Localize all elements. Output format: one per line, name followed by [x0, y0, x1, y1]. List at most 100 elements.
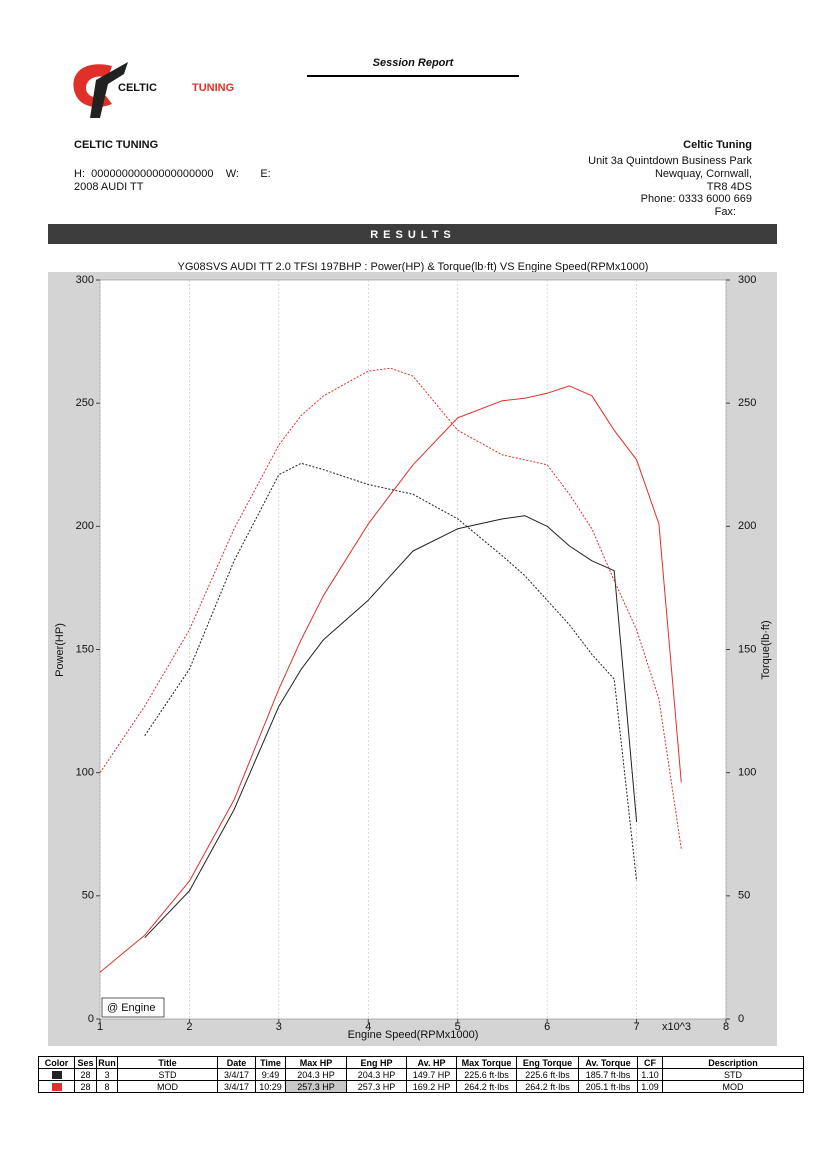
table-cell: 257.3 HP	[285, 1080, 347, 1093]
x-tick-label: 5	[455, 1021, 461, 1033]
table-cell: 8	[96, 1080, 118, 1093]
column-header: Color	[38, 1056, 75, 1069]
table-cell: 264.2 ft·lbs	[456, 1080, 517, 1093]
annotation: @ Engine	[107, 1002, 155, 1014]
y-tick-label: 100	[76, 767, 94, 779]
table-cell: 28	[74, 1080, 97, 1093]
column-header: Eng Torque	[516, 1056, 579, 1069]
x-tick-label: 7	[634, 1021, 640, 1033]
color-swatch	[51, 1071, 62, 1080]
logo-mark	[90, 62, 128, 118]
table-cell: 149.7 HP	[406, 1068, 457, 1081]
table-cell: 225.6 ft·lbs	[516, 1068, 579, 1081]
y-tick-label: 150	[76, 643, 94, 655]
y-tick-label: 300	[76, 274, 94, 286]
series-line	[144, 462, 638, 882]
column-header: Max HP	[285, 1056, 347, 1069]
x-tick-label: 6	[544, 1021, 550, 1033]
table-cell: 3	[96, 1068, 118, 1081]
logo-text: CELTIC	[118, 82, 157, 94]
x-tick-label: 3	[276, 1021, 282, 1033]
y-axis-label: Power(HP)	[54, 623, 66, 677]
color-swatch	[51, 1083, 62, 1092]
address-line: Fax:	[715, 206, 736, 218]
column-header: Title	[117, 1056, 218, 1069]
column-header: Av. Torque	[578, 1056, 638, 1069]
table-cell: 204.3 HP	[346, 1068, 407, 1081]
y-tick-label: 200	[76, 520, 94, 532]
y2-tick-label: 200	[738, 520, 756, 532]
table-cell: 205.1 ft·lbs	[578, 1080, 638, 1093]
table-cell: STD	[662, 1068, 804, 1081]
y2-tick-label: 100	[738, 767, 756, 779]
table-cell: 225.6 ft·lbs	[456, 1068, 517, 1081]
y2-tick-label: 150	[738, 643, 756, 655]
y2-tick-label: 0	[738, 1013, 744, 1025]
x-tick-label: 2	[186, 1021, 192, 1033]
vehicle: 2008 AUDI TT	[74, 181, 144, 193]
section-bar	[48, 224, 777, 244]
column-header: Ses	[74, 1056, 97, 1069]
column-header: Max Torque	[456, 1056, 517, 1069]
report-title: Session Report	[373, 57, 455, 69]
dealer: Celtic Tuning	[683, 139, 752, 151]
table-cell: 3/4/17	[217, 1068, 256, 1081]
column-header: Run	[96, 1056, 118, 1069]
column-header: CF	[637, 1056, 663, 1069]
x-tick-label: 8	[723, 1021, 729, 1033]
table-cell: 185.7 ft·lbs	[578, 1068, 638, 1081]
plot-area	[99, 279, 727, 1020]
column-header: Time	[255, 1056, 286, 1069]
table-cell: 28	[74, 1068, 97, 1081]
table-cell: 10:29	[255, 1080, 286, 1093]
y2-axis-label: Torque(lb·ft)	[760, 620, 772, 679]
table-cell: 1.10	[637, 1068, 663, 1081]
y2-tick-label: 50	[738, 890, 750, 902]
y-tick-label: 50	[82, 890, 94, 902]
column-header: Av. HP	[406, 1056, 457, 1069]
y-tick-label: 250	[76, 397, 94, 409]
annotation-box	[101, 997, 165, 1018]
y2-tick-label: 300	[738, 274, 756, 286]
color-cell	[38, 1068, 75, 1081]
section-title: RESULTS	[370, 229, 456, 241]
series-line	[99, 385, 682, 973]
table-cell: 204.3 HP	[285, 1068, 347, 1081]
table-cell: 1.09	[637, 1080, 663, 1093]
results-table: Color Ses Run Title Date Time Max HP Eng HP Av. …	[38, 1056, 804, 1093]
table-header: Color Ses Run Title Date Time Max HP Eng HP Av. …	[38, 1056, 804, 1069]
series-line	[144, 515, 638, 939]
report: CELTIC TUNING Session Report CELTIC TUNI…	[48, 57, 777, 1046]
customer-line: H: 00000000000000000000 W: E:	[74, 168, 271, 180]
column-header: Eng HP	[346, 1056, 407, 1069]
table-cell: 9:49	[255, 1068, 286, 1081]
series-line	[99, 367, 682, 850]
address-line: Phone: 0333 6000 669	[641, 193, 752, 205]
column-header: Description	[662, 1056, 804, 1069]
table-cell: 169.2 HP	[406, 1080, 457, 1093]
table-body: 28 3 STD 3/4/17 9:49 204.3 HP 204.3 HP 149.7 HP…	[38, 1068, 804, 1093]
address-line: Unit 3a Quintdown Business Park	[588, 155, 752, 167]
chart-title: YG08SVS AUDI TT 2.0 TFSI 197BHP : Power(…	[178, 261, 649, 273]
y2-tick-label: 250	[738, 397, 756, 409]
y-tick-label: 0	[88, 1013, 94, 1025]
x-tick-label: 1	[97, 1021, 103, 1033]
x-tick-label: 4	[365, 1021, 371, 1033]
logo: CELTIC TUNING	[73, 62, 234, 118]
company: CELTIC TUNING	[74, 139, 158, 151]
table-cell: 257.3 HP	[346, 1080, 407, 1093]
x-multiplier: x10^3	[662, 1021, 691, 1033]
column-header: Date	[217, 1056, 256, 1069]
table-cell: STD	[117, 1068, 218, 1081]
x-axis-label: Engine Speed(RPMx1000)	[348, 1029, 479, 1041]
table-cell: 3/4/17	[217, 1080, 256, 1093]
table-row: 28 3 STD 3/4/17 9:49 204.3 HP 204.3 HP 149.7 HP…	[38, 1068, 804, 1081]
logo-text: TUNING	[192, 82, 234, 94]
address-line: Newquay, Cornwall,	[655, 168, 752, 180]
logo-mark	[73, 64, 112, 108]
color-cell	[38, 1080, 75, 1093]
table-cell: MOD	[117, 1080, 218, 1093]
table-row: 28 8 MOD 3/4/17 10:29 257.3 HP 257.3 HP 169.2 H…	[38, 1080, 804, 1093]
address-line: TR8 4DS	[707, 181, 752, 193]
